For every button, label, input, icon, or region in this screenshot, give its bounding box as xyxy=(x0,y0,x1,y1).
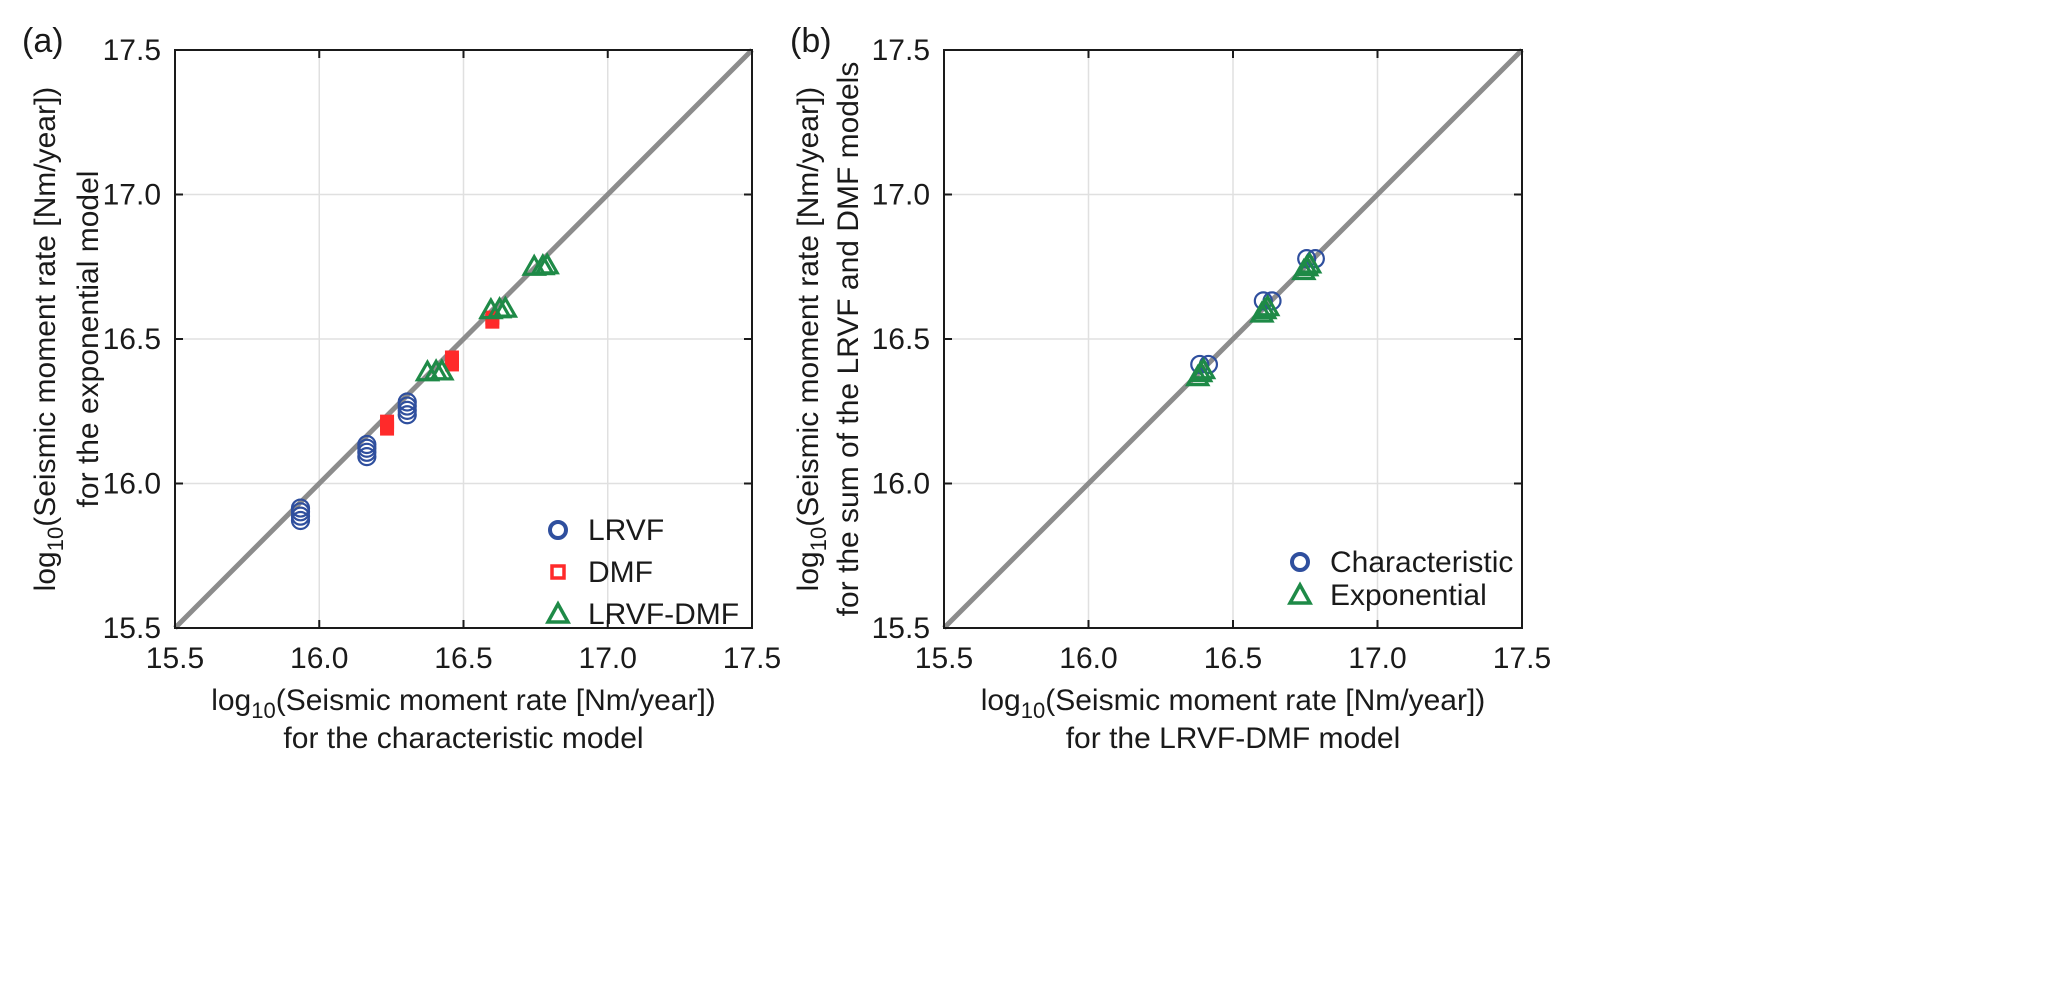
legend-marker-lrvf xyxy=(548,520,568,540)
y-axis-title-line1: log10(Seismic moment rate [Nm/year]) xyxy=(29,87,68,592)
x-tick-label: 16.5 xyxy=(1204,642,1262,675)
y-tick-label: 17.0 xyxy=(872,179,930,212)
y-tick-label: 17.0 xyxy=(103,179,161,212)
series-lrvf-dmf xyxy=(414,252,560,382)
y-tick-label: 15.5 xyxy=(872,612,930,645)
x-axis-title-line1: log10(Seismic moment rate [Nm/year]) xyxy=(981,684,1486,723)
legend-label-exponential: Exponential xyxy=(1330,579,1487,612)
x-tick-label: 17.5 xyxy=(723,642,781,675)
data-point-dmf xyxy=(444,350,459,365)
data-point-exponential xyxy=(1190,356,1217,380)
x-tick-label: 17.5 xyxy=(1493,642,1551,675)
y-axis-title-line2: for the exponential model xyxy=(72,171,105,508)
y-tick-label: 16.5 xyxy=(103,323,161,356)
x-tick-label: 17.0 xyxy=(579,642,637,675)
data-point-lrvf-dmf xyxy=(534,252,560,275)
x-axis-title-line2: for the LRVF-DMF model xyxy=(1066,722,1401,755)
data-point-lrvf xyxy=(397,392,417,412)
data-point-dmf xyxy=(380,414,395,429)
y-axis-title-line2: for the sum of the LRVF and DMF models xyxy=(832,62,865,617)
data-point-exponential xyxy=(1254,293,1281,317)
y-tick-label: 17.5 xyxy=(872,34,930,67)
y-tick-label: 16.5 xyxy=(872,323,930,356)
legend-label-lrvf: LRVF xyxy=(588,514,664,547)
data-point-exponential xyxy=(1296,251,1323,274)
y-tick-label: 16.0 xyxy=(103,468,161,501)
x-tick-label: 15.5 xyxy=(146,642,204,675)
legend-label-lrvf-dmf: LRVF-DMF xyxy=(588,598,739,631)
x-axis-title-line1: log10(Seismic moment rate [Nm/year]) xyxy=(211,684,716,723)
x-tick-label: 16.0 xyxy=(290,642,348,675)
x-tick-label: 17.0 xyxy=(1348,642,1406,675)
series-exponential xyxy=(1184,251,1323,387)
tick-marks xyxy=(174,49,753,629)
legend-marker-lrvf-dmf xyxy=(545,600,571,624)
reference-line-y-equals-x xyxy=(173,48,754,630)
series-dmf xyxy=(380,310,500,436)
panel-label: (b) xyxy=(790,22,832,60)
x-tick-label: 16.0 xyxy=(1059,642,1117,675)
legend: LRVF DMF LRVF-DMF xyxy=(545,514,739,631)
legend-marker-dmf xyxy=(550,564,566,580)
legend-marker-characteristic xyxy=(1290,552,1310,572)
panel-a: 15.5 16.0 16.5 17.0 17.5 15.5 16.0 16.5 17.0 17.5… xyxy=(22,22,781,755)
y-tick-label: 16.0 xyxy=(872,468,930,501)
x-axis-title-line2: for the characteristic model xyxy=(283,722,643,755)
data-point-lrvf xyxy=(357,434,377,455)
legend-label-characteristic: Characteristic xyxy=(1330,546,1513,579)
series-lrvf xyxy=(290,392,417,531)
x-tick-label: 15.5 xyxy=(915,642,973,675)
tick-marks xyxy=(943,49,1523,629)
data-point-characteristic xyxy=(1253,291,1273,311)
legend-label-dmf: DMF xyxy=(588,556,653,589)
y-axis-title-line1: log10(Seismic moment rate [Nm/year]) xyxy=(792,87,831,592)
panel-b: 15.5 16.0 16.5 17.0 17.5 15.5 16.0 16.5 17.0 17.5… xyxy=(790,22,1551,755)
x-tick-label: 16.5 xyxy=(434,642,492,675)
panel-label: (a) xyxy=(22,22,64,60)
y-tick-label: 15.5 xyxy=(103,612,161,645)
data-point-lrvf-dmf xyxy=(492,295,519,318)
y-tick-label: 17.5 xyxy=(103,34,161,67)
data-point-lrvf xyxy=(290,498,311,518)
legend-marker-exponential xyxy=(1287,581,1313,605)
data-point-lrvf-dmf xyxy=(429,358,455,381)
reference-line-y-equals-x xyxy=(942,48,1524,630)
